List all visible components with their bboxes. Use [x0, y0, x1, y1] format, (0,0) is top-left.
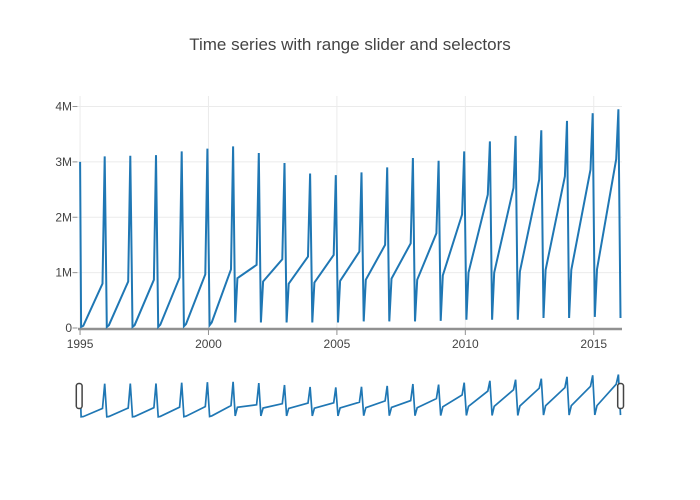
y-tick-label: 4M	[55, 100, 72, 114]
x-tick-label: 2000	[195, 337, 222, 351]
plot-area[interactable]	[78, 96, 622, 328]
x-tick-label: 2015	[580, 337, 607, 351]
y-tick-label: 3M	[55, 155, 72, 169]
rangeslider-track[interactable]	[78, 368, 622, 423]
x-tick-label: 2005	[324, 337, 351, 351]
y-tick-label: 2M	[55, 210, 72, 224]
chart-title: Time series with range slider and select…	[189, 35, 511, 54]
rangeslider-handle-left[interactable]	[75, 382, 83, 410]
rangeslider-handle-right[interactable]	[616, 382, 625, 410]
rangeslider-series-line	[79, 374, 622, 418]
x-tick-label: 2010	[452, 337, 479, 351]
x-tick-label: 1995	[67, 337, 94, 351]
series-line	[79, 109, 622, 330]
y-tick-label: 0	[65, 321, 72, 335]
y-tick-label: 1M	[55, 266, 72, 280]
